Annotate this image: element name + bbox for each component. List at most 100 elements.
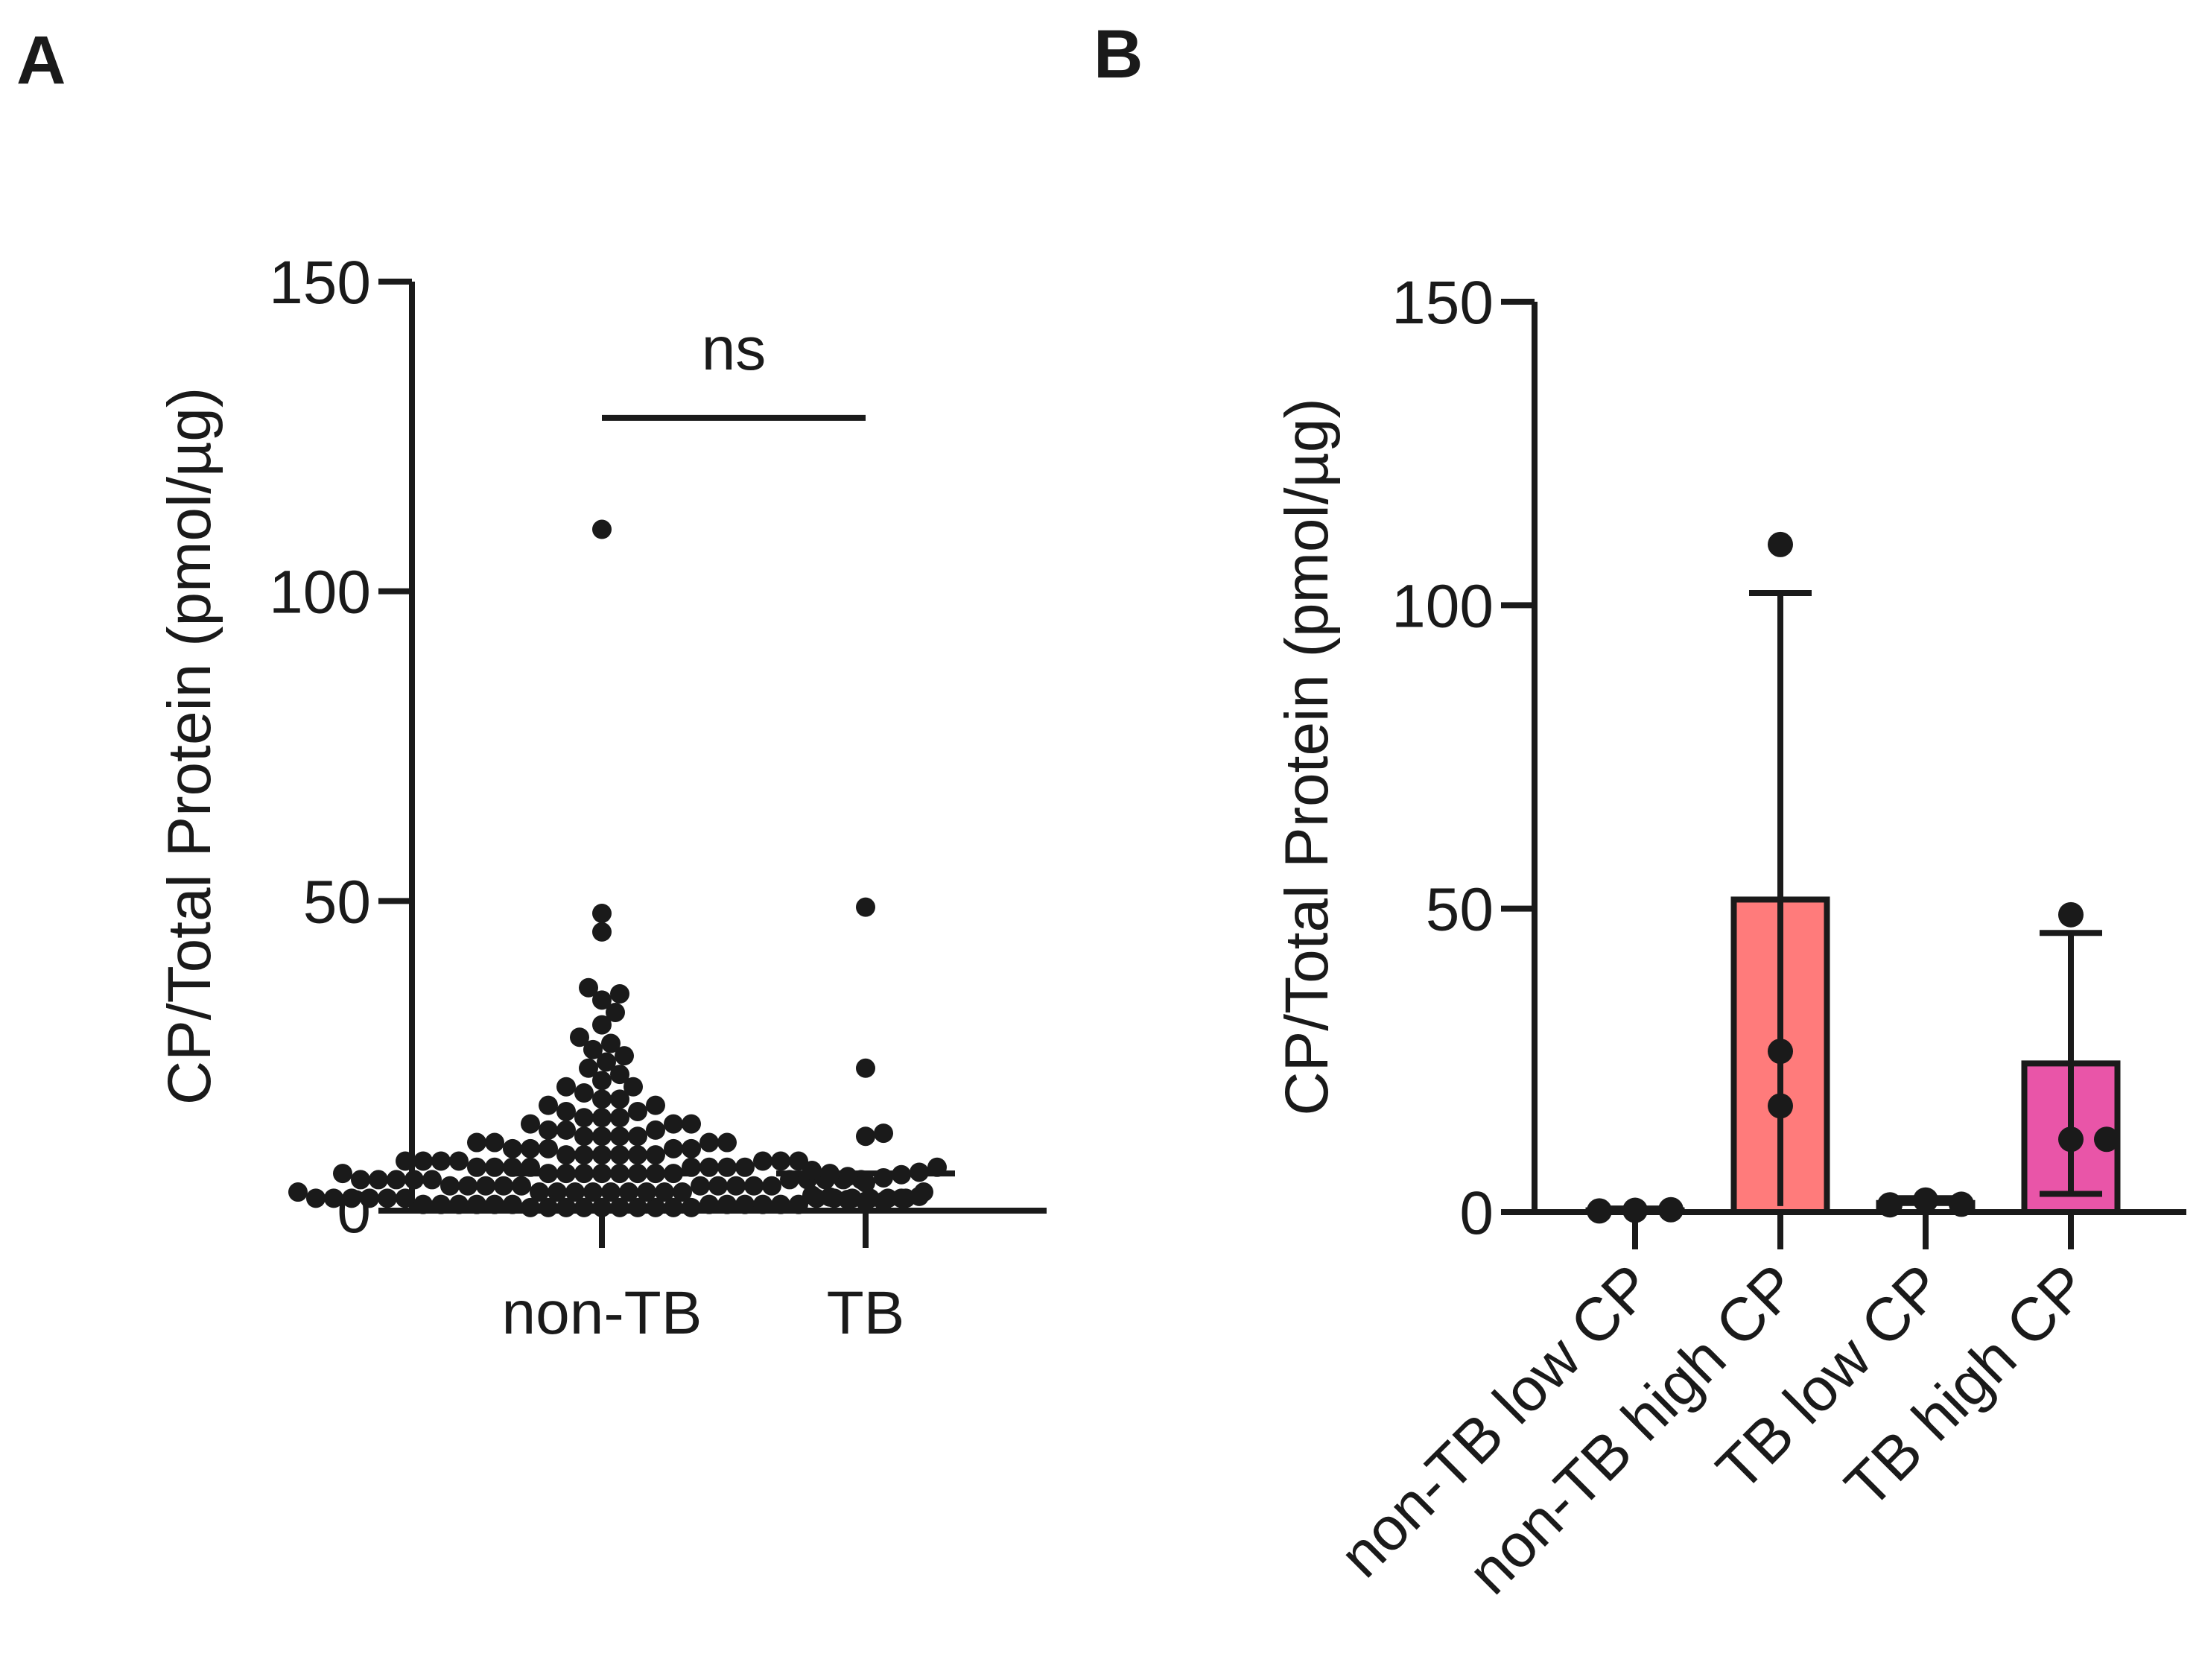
data-point-non-tb: [619, 1182, 638, 1202]
data-point-non-tb: [431, 1194, 451, 1214]
data-point-tb: [838, 1190, 857, 1210]
data-point-non-tb: [521, 1114, 540, 1134]
panel-a-chart: 0 50 100 150 CP/Total Protein (pmol/µg) non-T…: [156, 249, 1047, 1347]
data-point-non-tb: [404, 1170, 424, 1190]
data-point-tb: [856, 1191, 875, 1211]
y-tick-label: 150: [1392, 269, 1494, 337]
data-point-non-tb: [476, 1176, 495, 1196]
data-point-non-tb: [762, 1176, 781, 1196]
data-point-non-tb: [306, 1188, 326, 1208]
data-point: [2058, 901, 2084, 928]
data-point-non-tb: [579, 977, 598, 998]
data-point-non-tb: [610, 1089, 629, 1109]
significance-label: ns: [702, 315, 767, 383]
data-point-non-tb: [615, 1046, 634, 1066]
data-point-tb: [910, 1186, 929, 1206]
data-point-non-tb: [628, 1101, 647, 1121]
data-point-non-tb: [646, 1095, 665, 1115]
data-point: [1913, 1187, 1938, 1213]
data-point-non-tb: [467, 1157, 486, 1177]
data-point-non-tb: [753, 1151, 772, 1171]
data-point-non-tb: [485, 1132, 504, 1153]
data-point-non-tb: [592, 922, 612, 942]
data-point-tb: [838, 1167, 857, 1187]
data-point-non-tb: [610, 1145, 629, 1165]
data-point-non-tb: [601, 1033, 621, 1053]
data-point-non-tb: [449, 1151, 469, 1171]
x-category-label: non-TB: [502, 1279, 702, 1347]
data-point-tb: [874, 1191, 893, 1211]
data-point-non-tb: [396, 1151, 415, 1171]
y-axis-title: CP/Total Protein (pmol/µg): [1273, 398, 1341, 1115]
data-point-non-tb: [431, 1151, 451, 1171]
data-point-non-tb: [726, 1176, 746, 1196]
data-point-non-tb: [592, 1015, 612, 1035]
y-axis-title: CP/Total Protein (pmol/µg): [156, 387, 223, 1105]
data-point-non-tb: [387, 1170, 406, 1190]
data-point-non-tb: [548, 1182, 567, 1202]
data-point-non-tb: [422, 1170, 442, 1190]
data-point-non-tb: [664, 1197, 683, 1217]
data-point-non-tb: [570, 1027, 589, 1047]
data-point: [1768, 531, 1793, 557]
data-point: [2094, 1126, 2119, 1153]
data-point-non-tb: [413, 1151, 433, 1171]
data-point-non-tb: [413, 1194, 433, 1214]
data-point-non-tb: [467, 1194, 486, 1214]
data-point-non-tb: [324, 1188, 343, 1208]
data-point-non-tb: [637, 1182, 656, 1202]
data-point-non-tb: [699, 1194, 719, 1214]
data-point-non-tb: [440, 1176, 460, 1196]
data-point-non-tb: [583, 1182, 603, 1202]
data-point-non-tb: [771, 1151, 790, 1171]
data-point-non-tb: [623, 1077, 643, 1097]
y-tick-label: 150: [269, 249, 371, 317]
data-point-non-tb: [521, 1138, 540, 1158]
data-point-non-tb: [342, 1188, 361, 1208]
data-point-non-tb: [682, 1197, 701, 1217]
data-point-non-tb: [556, 1197, 576, 1217]
data-point-non-tb: [539, 1095, 558, 1115]
data-point-non-tb: [556, 1120, 576, 1140]
data-point-non-tb: [503, 1138, 522, 1158]
data-point-non-tb: [691, 1176, 710, 1196]
panel-b-label: B: [1094, 16, 1143, 92]
data-point-non-tb: [574, 1197, 594, 1217]
data-point-non-tb: [601, 1182, 621, 1202]
data-point-non-tb: [682, 1138, 701, 1158]
data-point-non-tb: [579, 1058, 598, 1078]
data-point-non-tb: [574, 1083, 594, 1103]
y-tick-label: 100: [1392, 572, 1494, 640]
data-point-non-tb: [628, 1126, 647, 1147]
y-tick-label: 0: [337, 1178, 371, 1246]
data-point-non-tb: [744, 1176, 764, 1196]
data-point-non-tb: [735, 1194, 755, 1214]
y-tick-label: 50: [1426, 876, 1494, 944]
data-point-non-tb: [592, 1089, 612, 1109]
data-point-non-tb: [592, 990, 612, 1010]
data-point-non-tb: [351, 1170, 370, 1190]
y-tick-label: 100: [269, 559, 371, 627]
data-point-non-tb: [673, 1182, 692, 1202]
data-point-non-tb: [556, 1101, 576, 1121]
data-point-non-tb: [396, 1188, 415, 1208]
data-point: [1768, 1039, 1793, 1065]
data-point-non-tb: [378, 1188, 397, 1208]
data-point-non-tb: [565, 1182, 585, 1202]
data-point-non-tb: [574, 1145, 594, 1165]
data-point-tb: [802, 1185, 822, 1205]
data-point-non-tb: [717, 1157, 737, 1177]
data-point-non-tb: [360, 1188, 379, 1208]
data-point-non-tb: [521, 1197, 540, 1217]
data-point-tb: [856, 1126, 875, 1147]
data-point-non-tb: [753, 1194, 772, 1214]
data-point-non-tb: [682, 1114, 701, 1134]
data-point-non-tb: [539, 1120, 558, 1140]
data-point-non-tb: [628, 1145, 647, 1165]
data-point-non-tb: [610, 1108, 629, 1128]
x-category-label: TB: [827, 1279, 905, 1347]
data-point-non-tb: [592, 1197, 612, 1217]
data-point: [1658, 1196, 1684, 1223]
